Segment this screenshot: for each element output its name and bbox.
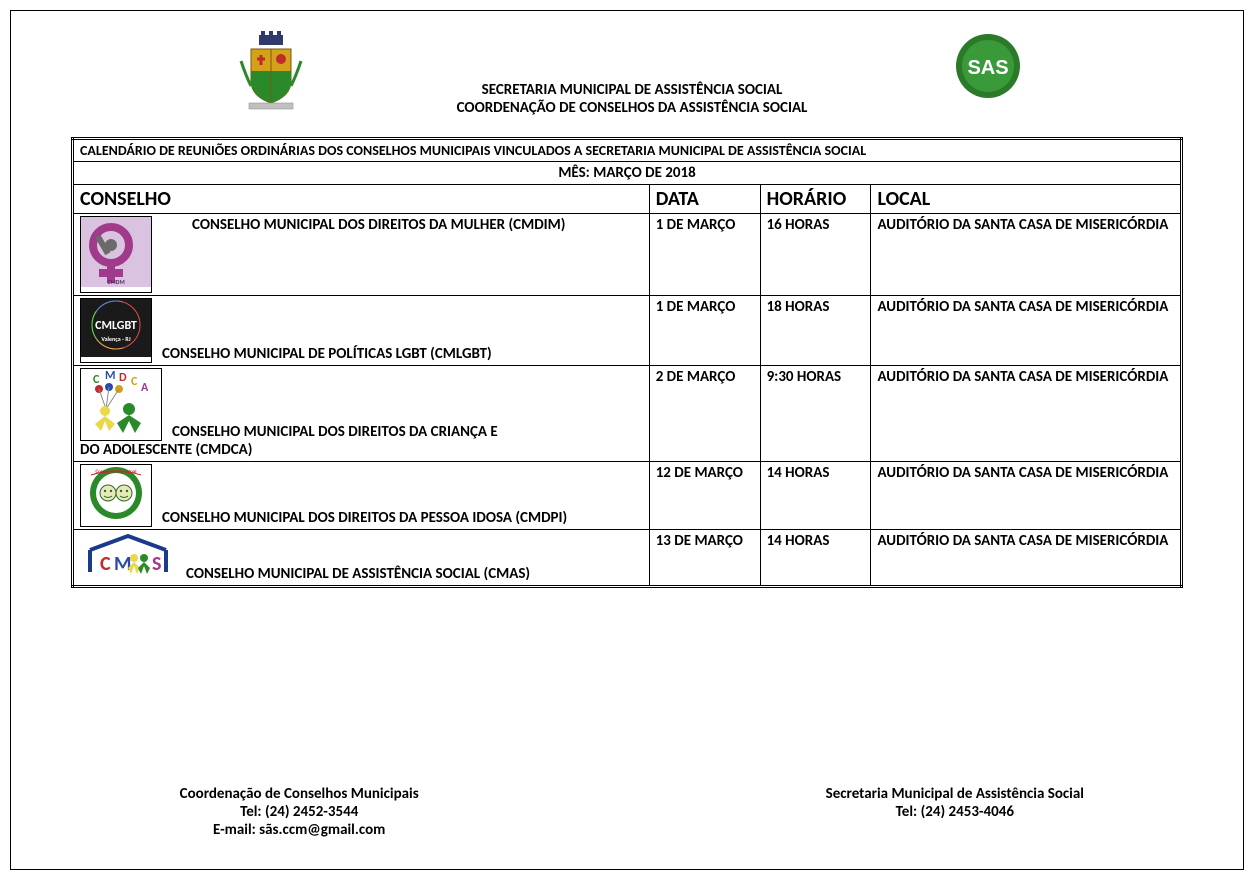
- cell-horario: 9:30 HORAS: [760, 366, 871, 462]
- conselho-name: CONSELHO MUNICIPAL DOS DIREITOS DA MULHE…: [162, 216, 643, 234]
- svg-text:C: C: [100, 552, 111, 576]
- cell-local: AUDITÓRIO DA SANTA CASA DE MISERICÓRDIA: [871, 530, 1182, 587]
- svg-text:CMLGBT: CMLGBT: [95, 319, 137, 333]
- cmdim-icon: CMDM: [80, 216, 152, 293]
- svg-text:S: S: [152, 552, 161, 576]
- cell-data: 13 DE MARÇO: [649, 530, 760, 587]
- conselho-name: CONSELHO MUNICIPAL DOS DIREITOS DA PESSO…: [162, 509, 643, 527]
- footer-left-l3: E-mail: sãs.ccm@gmail.com: [31, 821, 567, 839]
- document-page: SECRETARIA MUNICIPAL DE ASSISTÊNCIA SOCI…: [10, 10, 1244, 870]
- cell-data: 12 DE MARÇO: [649, 462, 760, 530]
- svg-text:C: C: [131, 375, 138, 389]
- table-row: Conselho Municipal CONSELHO MUNICIPAL DO…: [73, 462, 1182, 530]
- table-row: CMDM CONSELHO MUNICIPAL DOS DIREITOS DA …: [73, 214, 1182, 296]
- sas-text: SAS: [967, 57, 1008, 79]
- col-header-local: LOCAL: [871, 185, 1182, 214]
- header-line2: COORDENAÇÃO DE CONSELHOS DA ASSISTÊNCIA …: [311, 99, 953, 117]
- cmdpi-icon: Conselho Municipal: [80, 464, 152, 527]
- col-header-data: DATA: [649, 185, 760, 214]
- footer-left-l2: Tel: (24) 2452-3544: [31, 803, 567, 821]
- col-header-horario: HORÁRIO: [760, 185, 871, 214]
- cmdca-icon: C M D C A: [80, 368, 162, 441]
- table-header-row: CONSELHO DATA HORÁRIO LOCAL: [73, 185, 1182, 214]
- table-row: C M S CONSELHO MUNICIPAL DE ASSISTÊNCIA …: [73, 530, 1182, 587]
- conselho-name: CONSELHO MUNICIPAL DE ASSISTÊNCIA SOCIAL…: [186, 565, 643, 583]
- footer-right-l1: Secretaria Municipal de Assistência Soci…: [687, 785, 1223, 803]
- col-header-conselho: CONSELHO: [73, 185, 650, 214]
- cell-horario: 18 HORAS: [760, 296, 871, 366]
- table-title-row: CALENDÁRIO DE REUNIÕES ORDINÁRIAS DOS CO…: [73, 139, 1182, 162]
- footer-right: Secretaria Municipal de Assistência Soci…: [687, 785, 1223, 839]
- svg-text:M: M: [105, 369, 116, 383]
- footer-left: Coordenação de Conselhos Municipais Tel:…: [31, 785, 567, 839]
- table-month: MÊS: MARÇO DE 2018: [73, 162, 1182, 185]
- cell-local: AUDITÓRIO DA SANTA CASA DE MISERICÓRDIA: [871, 214, 1182, 296]
- sas-logo-icon: SAS: [953, 31, 1023, 101]
- cell-horario: 14 HORAS: [760, 530, 871, 587]
- header-line1: SECRETARIA MUNICIPAL DE ASSISTÊNCIA SOCI…: [311, 81, 953, 99]
- svg-text:A: A: [141, 381, 149, 395]
- cell-data: 1 DE MARÇO: [649, 214, 760, 296]
- table-row: C M D C A CONSELHO MUNICIPAL DOS DIREITO…: [73, 366, 1182, 462]
- conselho-name: CONSELHO MUNICIPAL DE POLÍTICAS LGBT (CM…: [162, 345, 643, 363]
- cell-local: AUDITÓRIO DA SANTA CASA DE MISERICÓRDIA: [871, 366, 1182, 462]
- header: SECRETARIA MUNICIPAL DE ASSISTÊNCIA SOCI…: [71, 31, 1183, 117]
- schedule-table: CALENDÁRIO DE REUNIÕES ORDINÁRIAS DOS CO…: [71, 137, 1183, 588]
- table-title: CALENDÁRIO DE REUNIÕES ORDINÁRIAS DOS CO…: [73, 139, 1182, 162]
- table-row: CMLGBT Valença - RJ CONSELHO MUNICIPAL D…: [73, 296, 1182, 366]
- footer: Coordenação de Conselhos Municipais Tel:…: [11, 785, 1243, 839]
- header-title: SECRETARIA MUNICIPAL DE ASSISTÊNCIA SOCI…: [311, 31, 953, 117]
- cell-horario: 14 HORAS: [760, 462, 871, 530]
- cell-local: AUDITÓRIO DA SANTA CASA DE MISERICÓRDIA: [871, 296, 1182, 366]
- cmlgbt-icon: CMLGBT Valença - RJ: [80, 298, 152, 363]
- cell-data: 2 DE MARÇO: [649, 366, 760, 462]
- svg-text:D: D: [119, 371, 127, 385]
- cell-horario: 16 HORAS: [760, 214, 871, 296]
- table-month-row: MÊS: MARÇO DE 2018: [73, 162, 1182, 185]
- footer-right-l2: Tel: (24) 2453-4046: [687, 803, 1223, 821]
- cmas-icon: C M S: [80, 532, 176, 583]
- svg-text:Conselho Municipal: Conselho Municipal: [96, 469, 137, 475]
- cell-data: 1 DE MARÇO: [649, 296, 760, 366]
- municipal-crest-icon: [231, 31, 311, 111]
- conselho-name: CONSELHO MUNICIPAL DOS DIREITOS DA CRIAN…: [172, 423, 643, 441]
- svg-text:C: C: [93, 373, 100, 387]
- svg-text:Valença - RJ: Valença - RJ: [101, 335, 130, 343]
- svg-text:M: M: [114, 552, 131, 576]
- footer-left-l1: Coordenação de Conselhos Municipais: [31, 785, 567, 803]
- conselho-name-cont: DO ADOLESCENTE (CMDCA): [80, 441, 643, 459]
- svg-text:CMDM: CMDM: [107, 278, 124, 286]
- cell-local: AUDITÓRIO DA SANTA CASA DE MISERICÓRDIA: [871, 462, 1182, 530]
